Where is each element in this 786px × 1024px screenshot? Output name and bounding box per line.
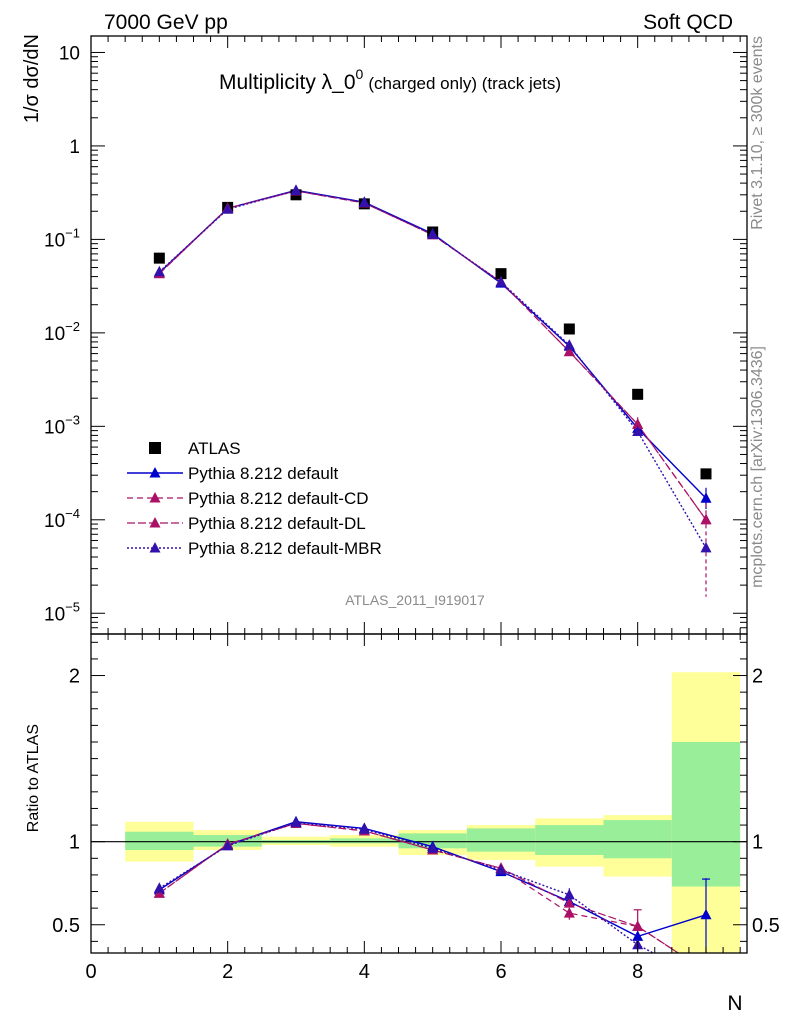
legend-marker-atlas [149, 442, 161, 454]
marker-mbr [563, 339, 575, 350]
x-tick-label: 8 [632, 961, 643, 983]
plot-title: Multiplicity λ_00 (charged only) (track j… [219, 66, 561, 94]
marker-dl [632, 418, 644, 429]
plot-title-tail: (charged only) (track jets) [368, 74, 561, 93]
x-tick-label: 4 [359, 961, 370, 983]
ratio-band-inner-bin [330, 838, 399, 844]
y-tick-label: 10−4 [44, 506, 80, 532]
legend-marker-dl [149, 517, 161, 528]
legend: ATLAS Pythia 8.212 default Pythia 8.212 de… [127, 439, 382, 558]
process-label: Soft QCD [643, 11, 733, 34]
ratio-y-tick-label-right: 1 [752, 832, 763, 854]
x-axis-label: N [727, 992, 742, 1015]
marker-mbr [427, 228, 439, 239]
y-tick-label: 10−2 [44, 319, 80, 345]
y-tick-label: 1 [69, 137, 80, 158]
ratio-y-tick-label: 0.5 [52, 915, 80, 937]
ratio-frame [90, 633, 748, 954]
ratio-marker-mbr [290, 816, 302, 828]
y-tick-label: 10−3 [44, 412, 80, 438]
ratio-marker-mbr [495, 863, 507, 875]
legend-label: Pythia 8.212 default-DL [188, 514, 366, 533]
marker-mbr [632, 425, 644, 437]
ratio-y-tick-label-right: 2 [752, 666, 763, 688]
ratio-plot [91, 815, 747, 953]
marker-dl [700, 513, 712, 525]
x-tick-label: 2 [222, 961, 233, 983]
rivet-label: Rivet 3.1.10, ≥ 300k events [749, 36, 766, 230]
legend-marker-default [149, 467, 161, 478]
ratio-marker-mbr [222, 839, 234, 851]
ratio-marker-default [632, 930, 644, 941]
data-point-atlas [495, 268, 507, 280]
ratio-marker-mbr [563, 888, 575, 900]
marker-mbr [153, 265, 165, 277]
ratio-marker-cd [563, 907, 575, 918]
data-point-atlas [700, 468, 712, 480]
marker-mbr [290, 184, 302, 196]
plot-title-sup: 0 [356, 66, 364, 82]
ratio-y-axis-label: Ratio to ATLAS [25, 724, 42, 832]
marker-default [700, 492, 712, 503]
plot-title-main: Multiplicity λ_0 [219, 71, 356, 94]
ratio-marker-mbr [427, 842, 439, 853]
ratio-uncertainty-bands [125, 672, 741, 953]
ratio-y-tick-label-right: 0.5 [752, 915, 780, 937]
legend-label: Pythia 8.212 default-CD [188, 489, 369, 508]
top-y-axis-label: 1/σ dσ/dN [21, 34, 43, 123]
mcplots-label: mcplots.cern.ch [arXiv:1306.3436] [749, 346, 766, 588]
ratio-band-inner-bin [535, 825, 604, 855]
marker-mbr [700, 541, 712, 553]
data-point-atlas [563, 323, 575, 335]
ratio-band-inner-bin [466, 828, 536, 852]
ratio-band-inner-bin [603, 820, 672, 859]
legend-label: Pythia 8.212 default-MBR [188, 539, 382, 558]
ratio-y-tick-label: 1 [69, 832, 80, 854]
ratio-marker-mbr [358, 823, 370, 834]
ratio-band-inner-bin [125, 831, 194, 850]
axes: 0 2 4 6 8 10 1 10−1 10−2 10−3 10−4 10−5 2 2 1 1 0.5 0.5 [44, 35, 780, 983]
x-tick-label: 6 [495, 961, 506, 983]
data-point-atlas [153, 252, 165, 264]
ratio-marker-default [700, 908, 712, 920]
legend-label: ATLAS [188, 439, 241, 458]
energy-label: 7000 GeV pp [104, 11, 228, 34]
main-plot [153, 184, 712, 597]
y-tick-label: 10 [59, 43, 80, 64]
marker-dl [563, 345, 575, 357]
analysis-id: ATLAS_2011_I919017 [345, 592, 485, 608]
ratio-marker-mbr [153, 882, 165, 893]
ratio-line-dl [158, 822, 680, 953]
legend-marker-cd [149, 492, 161, 503]
ratio-marker-dl [563, 897, 575, 908]
ratio-band-inner-bin [671, 741, 741, 887]
marker-mbr [495, 276, 507, 287]
y-tick-label: 10−5 [44, 599, 80, 625]
ratio-marker-dl [632, 920, 644, 931]
marker-mbr [222, 203, 234, 214]
marker-mbr [358, 196, 370, 208]
legend-label: Pythia 8.212 default [188, 464, 339, 483]
y-tick-label: 10−1 [44, 225, 80, 251]
x-tick-label: 0 [85, 961, 96, 983]
ratio-y-tick-label: 2 [69, 666, 80, 688]
data-point-atlas [632, 388, 644, 400]
legend-marker-mbr [149, 542, 161, 553]
